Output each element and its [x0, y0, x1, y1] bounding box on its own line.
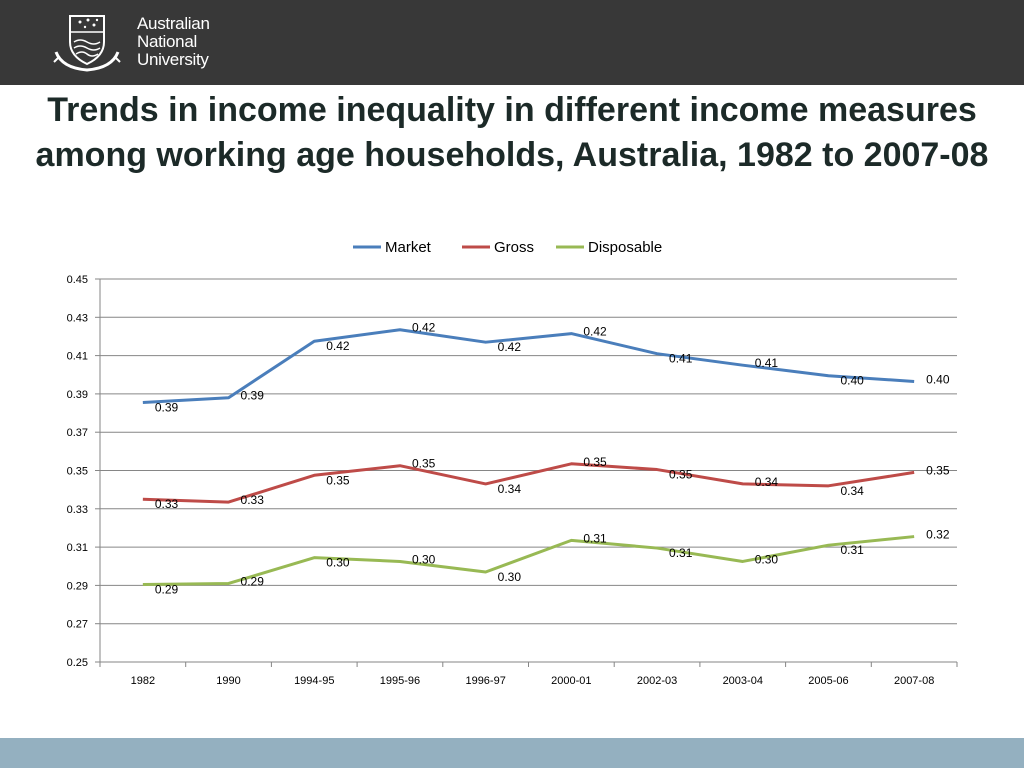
series-line-gross — [142, 462, 915, 504]
data-label: 0.31 — [840, 543, 864, 557]
data-label: 0.35 — [926, 463, 950, 477]
logo-line-3: University — [137, 50, 209, 69]
data-label: 0.35 — [412, 457, 436, 471]
data-label: 0.29 — [241, 574, 265, 588]
y-tick-label: 0.39 — [67, 389, 88, 401]
data-label: 0.33 — [155, 497, 179, 511]
data-label: 0.34 — [755, 475, 779, 489]
x-tick-label: 2003-04 — [723, 675, 763, 687]
data-label: 0.35 — [583, 455, 607, 469]
legend-label-disposable: Disposable — [588, 239, 662, 256]
y-tick-label: 0.25 — [67, 657, 88, 669]
data-label: 0.39 — [241, 389, 265, 403]
logo-wordmark: Australian National University — [137, 15, 210, 69]
data-label: 0.40 — [840, 374, 864, 388]
footer-bar — [0, 738, 1024, 768]
anu-crest-icon — [53, 15, 121, 72]
y-tick-label: 0.33 — [67, 504, 88, 516]
y-tick-label: 0.31 — [67, 542, 88, 554]
x-tick-label: 1982 — [131, 675, 155, 687]
series-line-market — [142, 328, 915, 405]
data-label: 0.30 — [498, 570, 522, 584]
y-tick-label: 0.29 — [67, 580, 88, 592]
y-tick-label: 0.37 — [67, 427, 88, 439]
data-label: 0.30 — [412, 552, 436, 566]
x-tick-label: 1990 — [216, 675, 240, 687]
data-label: 0.31 — [583, 531, 607, 545]
data-label: 0.40 — [926, 372, 950, 386]
x-tick-label: 1996-97 — [465, 675, 505, 687]
slide-title: Trends in income inequality in different… — [35, 91, 989, 174]
x-tick-label: 1995-96 — [380, 675, 420, 687]
data-label: 0.30 — [755, 552, 779, 566]
data-label: 0.39 — [155, 401, 179, 415]
data-label: 0.41 — [669, 352, 693, 366]
legend-label-market: Market — [385, 239, 432, 256]
data-label: 0.41 — [755, 356, 779, 370]
series-line-disposable — [142, 535, 915, 586]
data-label: 0.42 — [498, 340, 522, 354]
data-label: 0.34 — [840, 484, 864, 498]
anu-logo: Australian National University — [52, 12, 242, 74]
y-tick-label: 0.41 — [67, 351, 88, 363]
y-tick-label: 0.27 — [67, 619, 88, 631]
data-label: 0.42 — [326, 339, 350, 353]
x-tick-label: 2005-06 — [808, 675, 848, 687]
data-label: 0.31 — [669, 546, 693, 560]
logo-line-2: National — [137, 32, 197, 51]
line-chart: 0.25 0.27 0.29 0.31 0.33 0.35 0.37 0.39 0.41 0.43… — [67, 239, 958, 687]
logo-line-1: Australian — [137, 14, 210, 33]
y-tick-label: 0.43 — [67, 312, 88, 324]
data-label: 0.35 — [326, 473, 350, 487]
x-tick-label: 2000-01 — [551, 675, 591, 687]
data-label: 0.35 — [669, 468, 693, 482]
y-tick-label: 0.45 — [67, 274, 88, 286]
header-bar: Australian National University — [0, 0, 1024, 85]
data-label: 0.30 — [326, 556, 350, 570]
y-tick-label: 0.35 — [67, 466, 88, 478]
legend-label-gross: Gross — [494, 239, 534, 256]
data-label: 0.29 — [155, 582, 179, 596]
x-tick-label: 1994-95 — [294, 675, 334, 687]
data-label: 0.34 — [498, 482, 522, 496]
data-label: 0.33 — [241, 493, 265, 507]
data-label: 0.32 — [926, 528, 950, 542]
x-tick-label: 2007-08 — [894, 675, 934, 687]
data-label: 0.42 — [583, 325, 607, 339]
data-label: 0.42 — [412, 321, 436, 335]
x-tick-label: 2002-03 — [637, 675, 677, 687]
